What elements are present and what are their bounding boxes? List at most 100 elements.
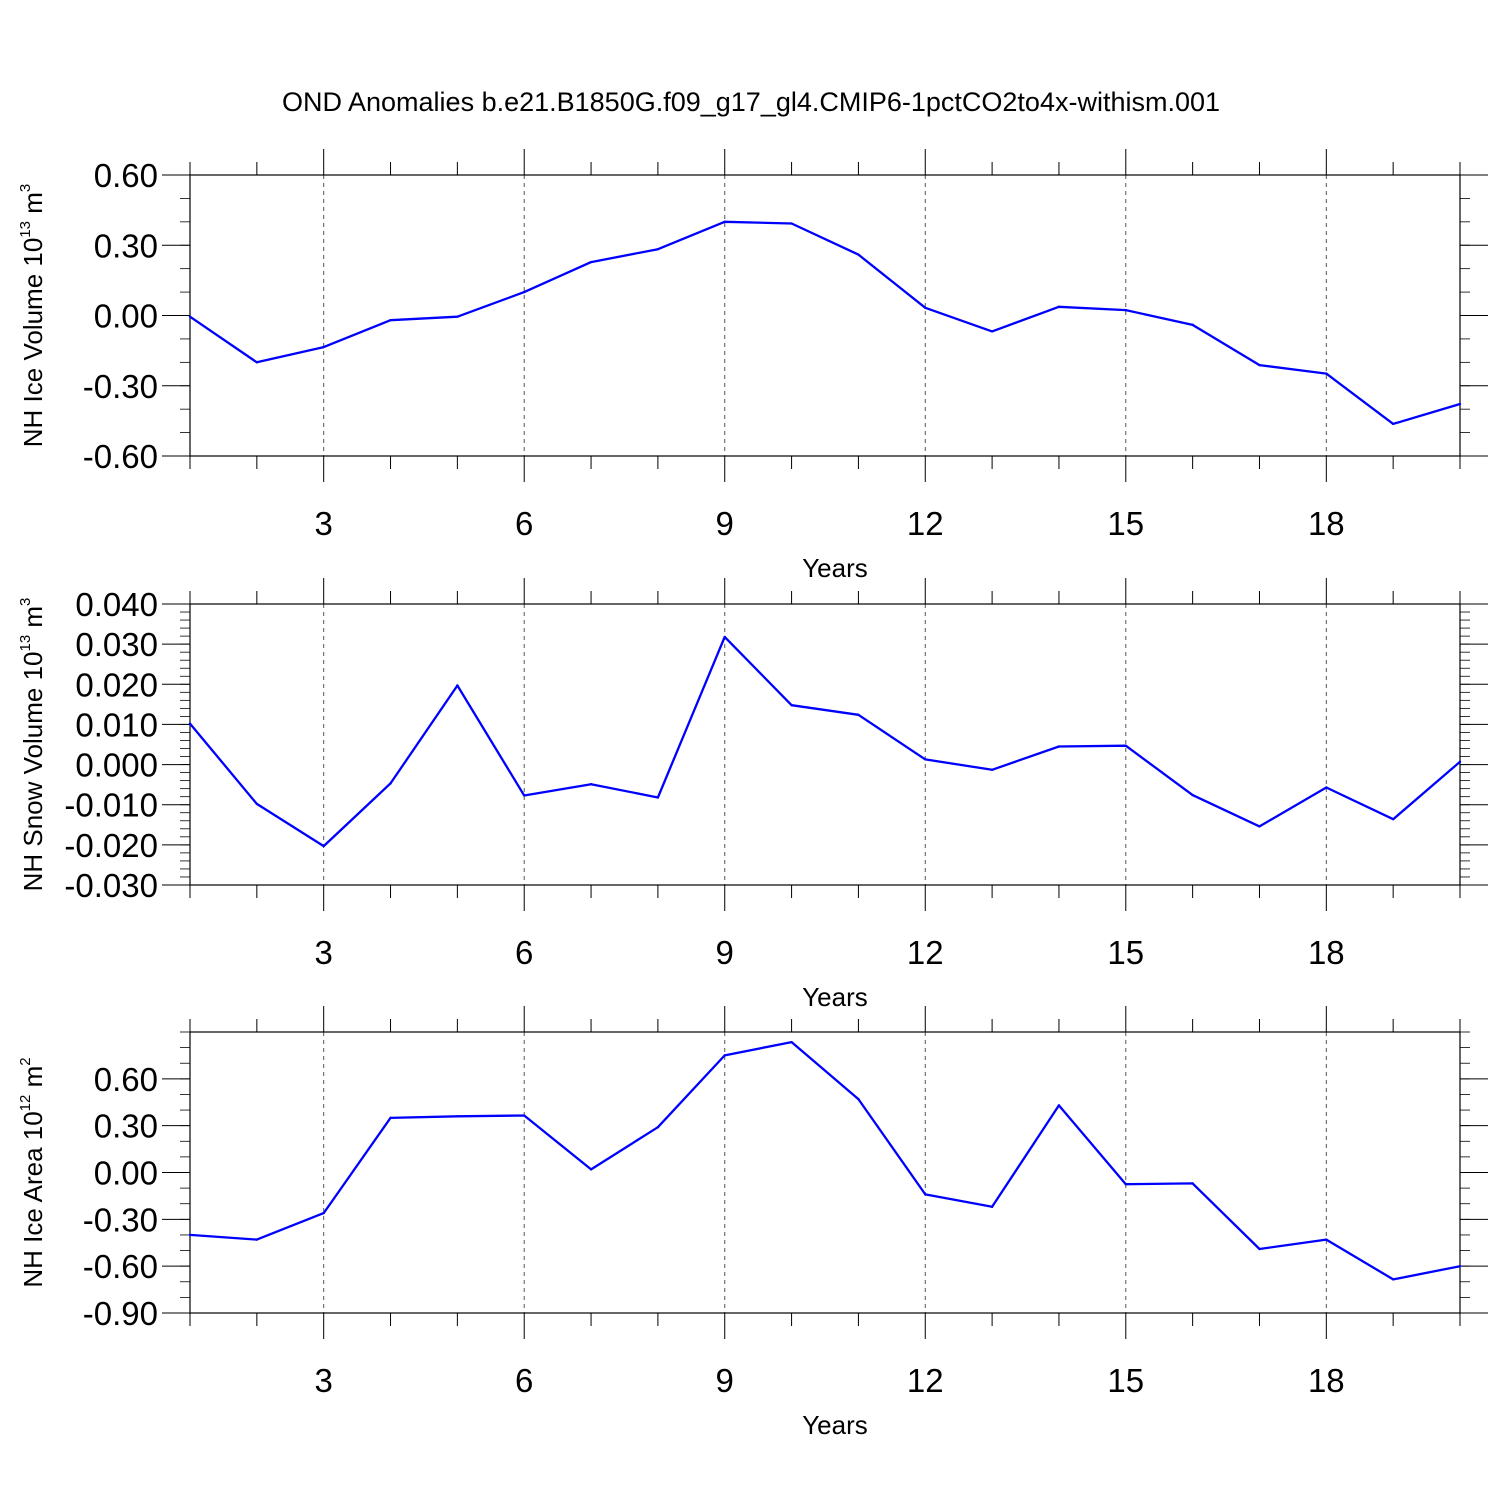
data-point-ice-volume-11 — [857, 253, 860, 256]
data-point-snow-volume-16 — [1191, 793, 1194, 797]
series-line-snow-volume — [189, 635, 1461, 848]
data-point-ice-area-7 — [589, 1168, 593, 1171]
data-point-ice-area-15 — [1124, 1183, 1127, 1186]
data-point-ice-area-20 — [1458, 1264, 1462, 1268]
series-line-ice-area — [189, 1040, 1461, 1281]
data-point-ice-volume-3 — [322, 345, 325, 349]
x-tick-label: 6 — [515, 934, 533, 971]
data-point-ice-area-5 — [456, 1115, 459, 1118]
panel-ice-area: -0.90 -0.60 -0.30 0.00 0.30 0.60 3 6 9 12 15 18 Year… — [17, 1006, 1488, 1440]
data-point-ice-area-3 — [322, 1211, 325, 1215]
x-tick-label: 3 — [315, 1362, 333, 1399]
x-axis-label: Years — [802, 553, 868, 583]
data-point-ice-volume-16 — [1191, 323, 1194, 327]
data-point-snow-volume-9 — [723, 635, 726, 639]
x-tick-label: 12 — [907, 934, 944, 971]
data-point-ice-area-2 — [255, 1238, 259, 1241]
y-tick-label: 0.60 — [94, 1061, 158, 1098]
y-tick-label: -0.30 — [83, 1201, 158, 1238]
data-point-ice-volume-4 — [389, 318, 392, 322]
data-point-snow-volume-6 — [523, 794, 526, 797]
y-tick-label: 0.30 — [94, 1108, 158, 1145]
data-point-ice-volume-9 — [723, 220, 726, 224]
data-point-snow-volume-2 — [255, 802, 259, 806]
data-point-ice-area-11 — [857, 1097, 860, 1101]
data-point-snow-volume-8 — [656, 796, 660, 799]
y-tick-label: 0.30 — [94, 227, 158, 264]
y-tick-label: 0.00 — [94, 298, 158, 335]
x-tick-label: 15 — [1107, 505, 1144, 542]
x-tick-label: 15 — [1107, 934, 1144, 971]
data-point-snow-volume-17 — [1258, 825, 1261, 828]
y-tick-label: 0.00 — [94, 1155, 158, 1192]
data-point-ice-volume-10 — [790, 222, 793, 225]
y-tick-label: 0.040 — [75, 586, 158, 623]
data-point-snow-volume-18 — [1325, 786, 1328, 789]
data-point-snow-volume-7 — [589, 783, 593, 786]
plot-frame — [189, 174, 1461, 457]
data-point-ice-area-17 — [1258, 1247, 1261, 1251]
x-tick-label: 3 — [315, 505, 333, 542]
y-tick-label: -0.30 — [83, 368, 158, 405]
data-point-ice-area-13 — [990, 1205, 994, 1209]
x-tick-label: 9 — [716, 505, 734, 542]
data-point-ice-volume-19 — [1391, 422, 1395, 426]
data-point-ice-area-8 — [656, 1126, 660, 1129]
data-point-ice-volume-5 — [456, 315, 459, 318]
x-tick-label: 12 — [907, 505, 944, 542]
plot-frame — [189, 603, 1461, 886]
y-axis-label: NH Ice Volume 1013 m3 — [17, 184, 48, 447]
data-point-ice-area-19 — [1391, 1278, 1395, 1281]
data-point-ice-volume-12 — [924, 306, 927, 309]
y-tick-label: 0.030 — [75, 626, 158, 663]
y-tick-label: 0.000 — [75, 747, 158, 784]
data-point-snow-volume-13 — [990, 768, 994, 771]
data-point-ice-volume-2 — [255, 361, 259, 364]
x-axis-label: Years — [802, 982, 868, 1012]
data-point-ice-volume-15 — [1124, 308, 1127, 312]
data-point-ice-volume-18 — [1325, 372, 1328, 375]
data-point-snow-volume-20 — [1458, 760, 1462, 763]
data-point-ice-area-6 — [523, 1114, 526, 1117]
data-point-snow-volume-4 — [389, 782, 392, 785]
data-point-ice-area-12 — [924, 1193, 927, 1196]
data-point-snow-volume-5 — [456, 684, 459, 687]
y-axis-label: NH Ice Area 1012 m2 — [17, 1057, 48, 1287]
data-point-ice-area-9 — [723, 1054, 726, 1057]
series-line-ice-volume — [189, 220, 1461, 426]
data-point-snow-volume-1 — [188, 722, 192, 725]
data-point-ice-volume-14 — [1057, 305, 1061, 309]
y-tick-label: -0.90 — [83, 1295, 158, 1332]
y-axis-label: NH Snow Volume 1013 m3 — [17, 598, 48, 892]
x-tick-label: 6 — [515, 505, 533, 542]
y-tick-label: -0.60 — [83, 1248, 158, 1285]
data-point-ice-area-10 — [790, 1040, 793, 1044]
x-tick-label: 18 — [1308, 505, 1345, 542]
data-point-snow-volume-10 — [790, 703, 793, 707]
plot-frame — [189, 1031, 1461, 1314]
data-point-ice-volume-17 — [1258, 363, 1261, 367]
data-point-snow-volume-19 — [1391, 817, 1395, 821]
y-tick-label: -0.030 — [64, 867, 158, 904]
y-tick-label: 0.60 — [94, 157, 158, 194]
y-tick-label: -0.60 — [83, 438, 158, 475]
data-point-ice-area-14 — [1057, 1104, 1061, 1107]
data-point-ice-volume-8 — [656, 248, 660, 251]
panel-ice-volume: -0.60 -0.30 0.00 0.30 0.60 3 6 9 12 15 18 Years NH I… — [17, 149, 1488, 583]
data-point-ice-area-1 — [188, 1233, 192, 1237]
x-tick-label: 9 — [716, 1362, 734, 1399]
y-tick-label: -0.020 — [64, 827, 158, 864]
data-point-ice-volume-20 — [1458, 402, 1462, 406]
data-point-ice-volume-13 — [990, 330, 994, 333]
chart-title: OND Anomalies b.e21.B1850G.f09_g17_gl4.C… — [282, 87, 1220, 117]
data-point-snow-volume-15 — [1124, 744, 1127, 747]
data-point-snow-volume-3 — [322, 844, 325, 848]
data-point-ice-area-16 — [1191, 1182, 1194, 1185]
data-point-ice-volume-7 — [589, 260, 593, 264]
data-point-ice-volume-6 — [523, 290, 526, 294]
x-tick-label: 3 — [315, 934, 333, 971]
data-point-snow-volume-11 — [857, 713, 860, 716]
